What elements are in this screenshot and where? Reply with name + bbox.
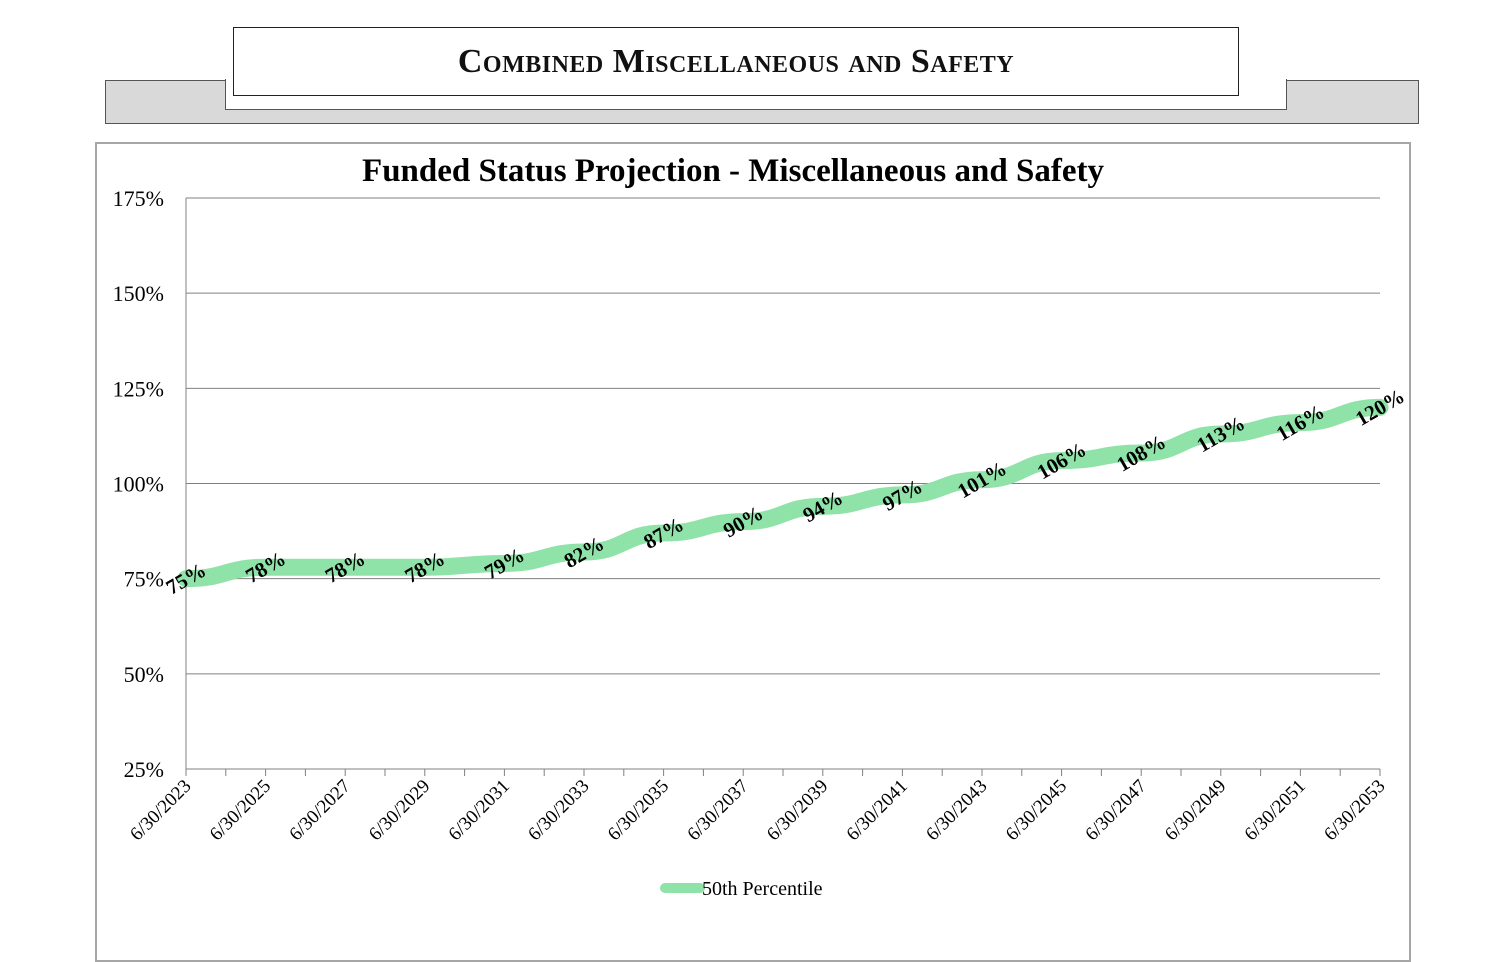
x-tick-label: 6/30/2029 — [365, 776, 434, 845]
data-point — [821, 505, 824, 508]
y-tick-label: 175% — [113, 186, 164, 211]
chart-frame — [95, 142, 1411, 962]
data-point — [1140, 452, 1143, 455]
data-label: 97% — [878, 474, 926, 516]
data-label: 113% — [1193, 411, 1249, 457]
data-point — [662, 531, 665, 534]
data-label: 78% — [321, 546, 369, 588]
data-label: 78% — [241, 546, 289, 588]
gridlines — [186, 197, 1380, 770]
data-label: 101% — [953, 456, 1010, 503]
data-label: 108% — [1112, 430, 1169, 477]
data-point — [1219, 433, 1222, 436]
data-label: 106% — [1033, 437, 1090, 484]
x-tick-label: 6/30/2043 — [922, 776, 991, 845]
y-axis-ticks: 25% 50% 75% 100% 125% 150% 175% — [113, 186, 164, 782]
data-point — [185, 577, 187, 580]
data-point — [423, 566, 426, 569]
x-tick-label: 6/30/2041 — [843, 776, 912, 845]
data-label: 78% — [401, 546, 449, 588]
chart-title: Funded Status Projection - Miscellaneous… — [362, 153, 1104, 189]
data-point — [1060, 459, 1063, 462]
data-point — [1379, 406, 1381, 409]
x-tick-label: 6/30/2025 — [206, 776, 275, 845]
data-point — [742, 520, 745, 523]
y-tick-label: 25% — [124, 757, 164, 782]
x-axis-ticks: 6/30/2023 6/30/2025 6/30/2027 6/30/2029 6/30… — [126, 776, 1389, 845]
data-label: 82% — [560, 531, 608, 573]
axes — [185, 198, 1381, 776]
data-point — [981, 478, 983, 481]
legend-label: 50th Percentile — [702, 878, 823, 900]
data-point — [1299, 421, 1302, 424]
series-50th-percentile — [177, 398, 1389, 588]
data-label: 116% — [1272, 399, 1328, 445]
x-tick-label: 6/30/2031 — [445, 776, 514, 845]
y-tick-label: 75% — [124, 567, 164, 592]
x-tick-label: 6/30/2023 — [126, 776, 195, 845]
data-labels: 75% 78% 78% 78% 79% 82% 87% 90% 94% 97% 101% 106% 10… — [162, 384, 1409, 600]
data-label: 94% — [799, 485, 847, 527]
x-tick-label: 6/30/2051 — [1241, 776, 1310, 845]
header-banner: Combined Miscellaneous and Safety — [233, 27, 1239, 96]
legend: 50th Percentile — [660, 878, 823, 900]
x-tick-label: 6/30/2027 — [285, 776, 354, 845]
x-tick-label: 6/30/2035 — [604, 776, 673, 845]
data-point — [583, 551, 585, 554]
y-tick-label: 125% — [113, 376, 164, 401]
x-tick-label: 6/30/2037 — [683, 776, 752, 845]
x-tick-label: 6/30/2047 — [1081, 776, 1150, 845]
data-label: 87% — [639, 512, 687, 554]
y-tick-label: 100% — [113, 472, 164, 497]
y-tick-label: 50% — [124, 662, 164, 687]
x-tick-label: 6/30/2053 — [1320, 776, 1389, 845]
x-tick-label: 6/30/2049 — [1161, 776, 1230, 845]
data-label: 90% — [719, 501, 767, 543]
data-point — [503, 562, 506, 565]
series-line — [177, 398, 1389, 588]
data-label: 120% — [1351, 384, 1408, 431]
data-point — [344, 566, 347, 569]
x-tick-label: 6/30/2045 — [1002, 776, 1071, 845]
data-point — [264, 566, 267, 569]
data-label: 79% — [480, 543, 528, 585]
y-tick-label: 150% — [113, 281, 164, 306]
x-tick-label: 6/30/2039 — [763, 776, 832, 845]
x-tick-label: 6/30/2033 — [524, 776, 593, 845]
data-point — [901, 493, 904, 496]
page-title: Combined Miscellaneous and Safety — [457, 42, 1015, 80]
